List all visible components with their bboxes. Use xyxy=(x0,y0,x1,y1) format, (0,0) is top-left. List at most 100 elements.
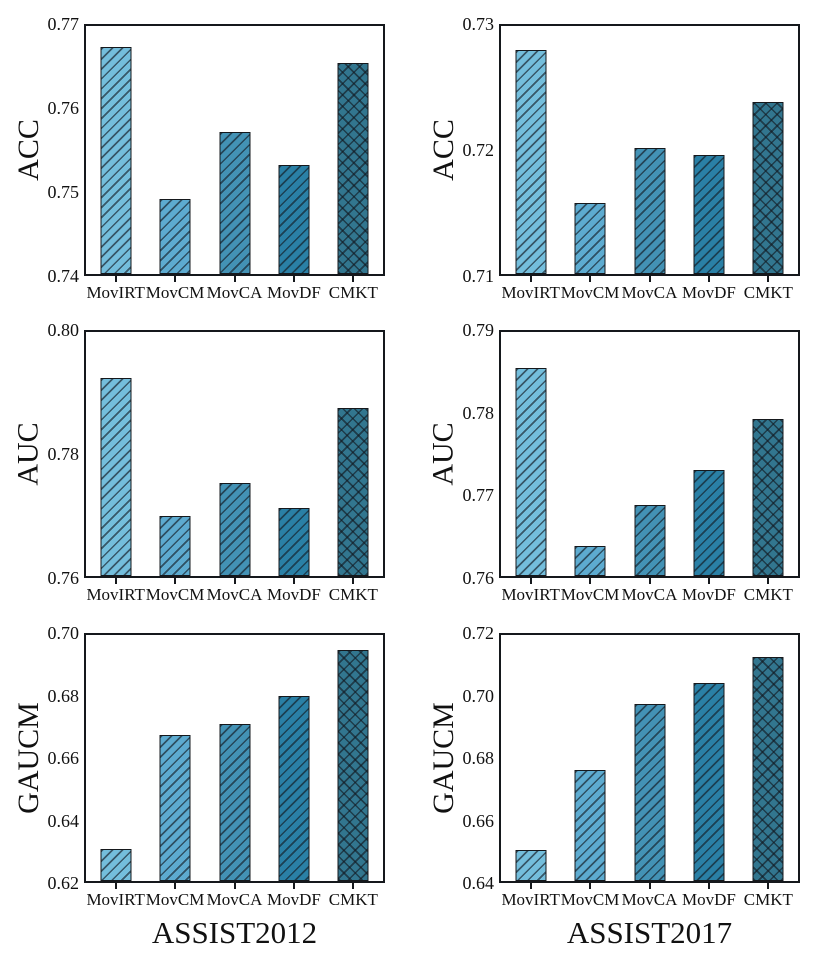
x-tick-mark xyxy=(648,276,651,282)
y-tick-label: 0.79 xyxy=(462,320,495,340)
bar-cmkt xyxy=(337,407,369,576)
bar-movirt xyxy=(515,367,547,576)
x-tick-mark xyxy=(292,883,295,889)
x-tick-mark xyxy=(529,276,532,282)
chart-acc-assist2017: 0.71 0.72 0.73 MovIRT MovCM MovCA MovDF CMKT ACC xyxy=(415,0,830,320)
y-axis-label: GAUCM xyxy=(427,702,460,814)
y-tick-label: 0.78 xyxy=(462,402,495,423)
y-tick-label: 0.70 xyxy=(47,623,80,643)
y-axis-label-wrap: AUC xyxy=(421,330,467,578)
bar-movca xyxy=(634,703,665,881)
y-tick-label: 0.76 xyxy=(462,568,495,588)
x-tick-label-cmkt: CMKT xyxy=(328,585,378,604)
y-tick-label: 0.68 xyxy=(47,685,80,706)
x-tick-mark xyxy=(114,883,117,889)
x-tick-mark xyxy=(589,883,592,889)
y-tick-label: 0.72 xyxy=(462,140,495,160)
chart-gaucm-assist2012: 0.62 0.64 0.66 0.68 0.70 MovIRT MovCM MovCA MovD… xyxy=(0,610,415,959)
x-tick-label-movdf: MovDF xyxy=(681,890,736,909)
plot-area xyxy=(499,330,800,578)
x-tick-mark xyxy=(233,578,236,584)
bar-movcm xyxy=(574,545,606,576)
y-axis-label: GAUCM xyxy=(12,702,45,814)
y-tick-label: 0.72 xyxy=(462,623,495,643)
x-tick-mark xyxy=(767,276,770,282)
bar-movirt xyxy=(100,377,132,576)
x-tick-label-cmkt: CMKT xyxy=(743,283,793,302)
x-tick-label-movcm: MovCM xyxy=(145,890,205,909)
y-tick-label: 0.75 xyxy=(47,182,80,202)
bar-movca xyxy=(634,147,665,274)
x-tick-mark xyxy=(529,883,532,889)
plot-area xyxy=(84,330,385,578)
y-axis-label-wrap: ACC xyxy=(6,24,52,276)
x-tick-label-movca: MovCA xyxy=(206,890,263,909)
plot-area xyxy=(499,24,800,276)
bar-movca xyxy=(219,131,250,274)
x-tick-mark xyxy=(352,578,355,584)
y-tick-label: 0.64 xyxy=(47,810,80,831)
x-tick-mark xyxy=(352,883,355,889)
x-tick-label-movcm: MovCM xyxy=(560,890,620,909)
x-tick-label-movdf: MovDF xyxy=(681,283,736,302)
x-tick-mark xyxy=(767,578,770,584)
x-tick-mark xyxy=(292,276,295,282)
bar-cmkt xyxy=(752,657,784,881)
y-tick-label: 0.76 xyxy=(47,98,80,118)
x-tick-mark xyxy=(529,578,532,584)
bar-movdf xyxy=(278,695,310,881)
y-axis-label: ACC xyxy=(427,119,460,181)
bar-cmkt xyxy=(337,650,369,881)
x-tick-label-cmkt: CMKT xyxy=(743,585,793,604)
x-tick-label-movirt: MovIRT xyxy=(86,283,145,302)
y-tick-label: 0.64 xyxy=(462,873,495,893)
y-tick-label: 0.80 xyxy=(47,320,80,340)
x-tick-label-movca: MovCA xyxy=(621,890,678,909)
x-tick-mark xyxy=(114,578,117,584)
x-tick-label-movdf: MovDF xyxy=(266,585,321,604)
x-tick-mark xyxy=(174,276,177,282)
bar-cmkt xyxy=(752,419,784,576)
x-tick-mark xyxy=(174,578,177,584)
x-tick-mark xyxy=(648,578,651,584)
x-tick-label-movcm: MovCM xyxy=(145,283,205,302)
y-axis-label: ACC xyxy=(12,119,45,181)
x-tick-mark xyxy=(648,883,651,889)
plot-area xyxy=(84,24,385,276)
x-tick-mark xyxy=(707,276,710,282)
plot-area xyxy=(84,633,385,883)
x-tick-label-movirt: MovIRT xyxy=(86,585,145,604)
y-tick-label: 0.77 xyxy=(462,485,495,506)
x-tick-label-movca: MovCA xyxy=(206,283,263,302)
y-tick-label: 0.71 xyxy=(462,266,495,286)
bar-movca xyxy=(219,723,250,881)
x-tick-mark xyxy=(233,276,236,282)
bar-movca xyxy=(219,482,250,576)
x-tick-label-movdf: MovDF xyxy=(266,890,321,909)
x-tick-label-movdf: MovDF xyxy=(681,585,736,604)
x-tick-mark xyxy=(174,883,177,889)
x-tick-mark xyxy=(114,276,117,282)
x-tick-label-movirt: MovIRT xyxy=(501,890,560,909)
y-tick-label: 0.73 xyxy=(462,14,495,34)
y-tick-label: 0.66 xyxy=(47,748,80,768)
chart-acc-assist2012: 0.74 0.75 0.76 0.77 MovIRT MovCM MovCA MovDF CMK… xyxy=(0,0,415,320)
bar-movirt xyxy=(100,46,132,274)
y-tick-label: 0.62 xyxy=(47,873,80,893)
x-tick-mark xyxy=(233,883,236,889)
bar-movcm xyxy=(574,770,606,881)
bar-movdf xyxy=(693,470,725,576)
x-tick-mark xyxy=(352,276,355,282)
y-axis-label: AUC xyxy=(12,422,45,486)
y-tick-label: 0.70 xyxy=(462,685,495,706)
bar-movcm xyxy=(574,203,606,274)
bar-movcm xyxy=(159,516,191,576)
x-tick-label-movdf: MovDF xyxy=(266,283,321,302)
bar-movirt xyxy=(515,849,547,881)
x-tick-mark xyxy=(589,578,592,584)
bar-movdf xyxy=(278,507,310,576)
x-tick-label-movirt: MovIRT xyxy=(86,890,145,909)
x-tick-label-movca: MovCA xyxy=(206,585,263,604)
chart-auc-assist2017: 0.76 0.77 0.78 0.79 MovIRT MovCM MovCA MovDF CMK… xyxy=(415,320,830,610)
